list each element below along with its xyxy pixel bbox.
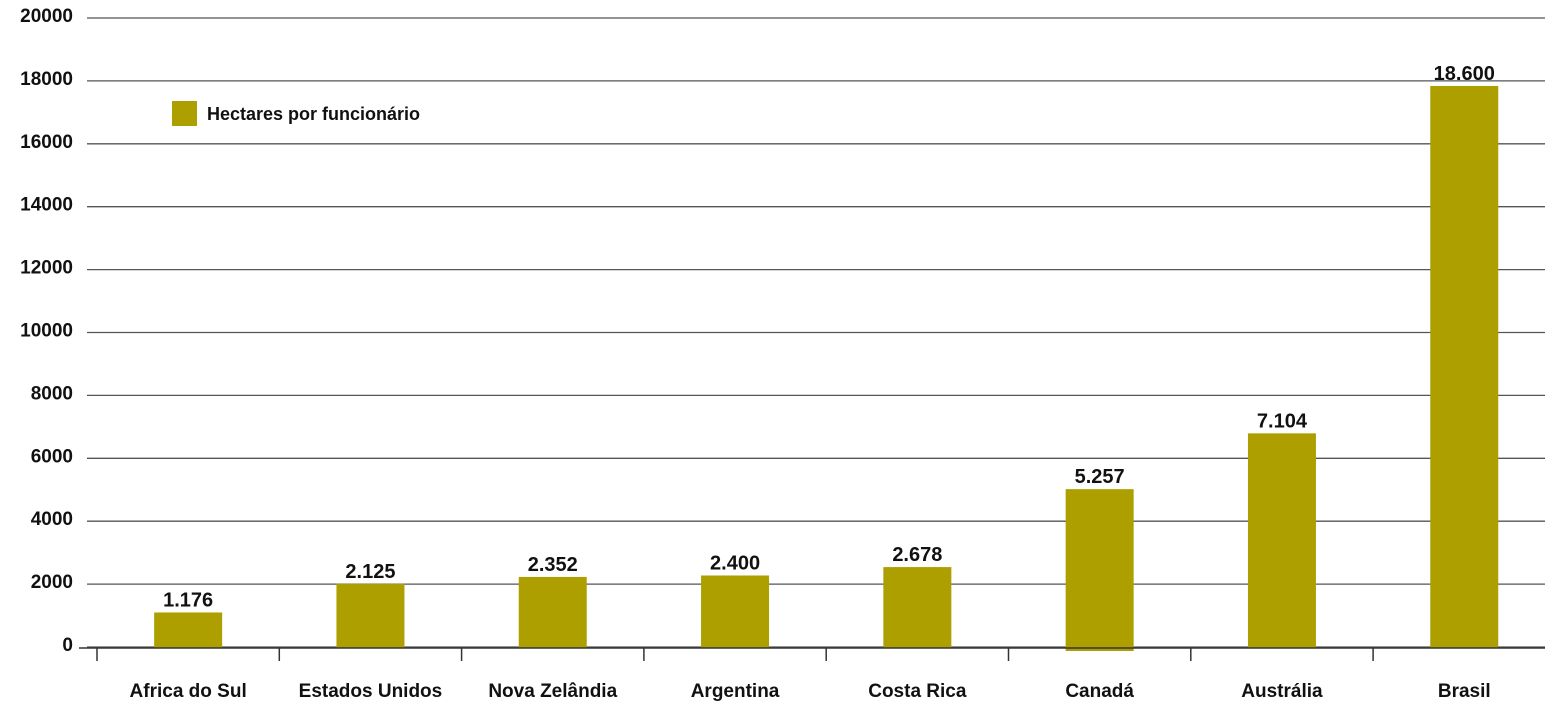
x-tick-label: Argentina	[691, 681, 780, 702]
bar-value-label: 7.104	[1257, 410, 1308, 432]
y-tick-label: 6000	[31, 446, 73, 467]
x-axis	[79, 647, 1545, 661]
y-tick-label: 8000	[31, 383, 73, 404]
bar-value-label: 2.125	[345, 561, 395, 583]
bars	[154, 86, 1499, 651]
y-tick-label: 0	[62, 635, 73, 656]
x-tick-label: Austrália	[1241, 681, 1323, 702]
bar-value-label: 1.176	[163, 589, 213, 611]
y-tick-label: 18000	[20, 69, 73, 90]
y-tick-label: 4000	[31, 509, 73, 530]
y-tick-label: 16000	[20, 132, 73, 153]
legend-label: Hectares por funcionário	[207, 104, 420, 124]
bar	[1430, 86, 1499, 648]
legend-swatch	[172, 101, 197, 126]
x-tick-label: Costa Rica	[868, 681, 967, 702]
x-tick-label: Nova Zelândia	[488, 681, 617, 702]
bar	[1247, 433, 1316, 648]
bar-value-label: 2.400	[710, 552, 760, 574]
legend: Hectares por funcionário	[172, 101, 420, 126]
x-tick-label: Estados Unidos	[299, 681, 443, 702]
y-tick-label: 20000	[20, 6, 73, 27]
bar	[701, 575, 770, 648]
y-tick-label: 12000	[20, 258, 73, 279]
bar	[1065, 489, 1134, 651]
bar-value-label: 2.352	[528, 554, 578, 576]
x-tick-label: Africa do Sul	[130, 681, 247, 702]
bar	[336, 583, 405, 648]
y-tick-label: 10000	[20, 321, 73, 342]
bar-value-label: 5.257	[1075, 466, 1125, 488]
x-tick-label: Canadá	[1065, 681, 1134, 702]
bar	[154, 612, 223, 648]
bar-value-labels: 1.176 2.125 2.352 2.400 2.678 5.257 7.104 18.60…	[163, 63, 1495, 611]
y-tick-label: 2000	[31, 572, 73, 593]
x-tick-label: Brasil	[1438, 681, 1491, 702]
y-tick-label: 14000	[20, 195, 73, 216]
bar	[883, 567, 952, 648]
x-axis-tick-labels: Africa do Sul Estados Unidos Nova Zelândia…	[130, 681, 1491, 702]
y-axis-tick-labels: 2000018000160001400012000100008000600040…	[20, 6, 73, 656]
bar-value-label: 18.600	[1434, 63, 1495, 85]
bar	[518, 576, 587, 648]
bar-value-label: 2.678	[892, 544, 942, 566]
